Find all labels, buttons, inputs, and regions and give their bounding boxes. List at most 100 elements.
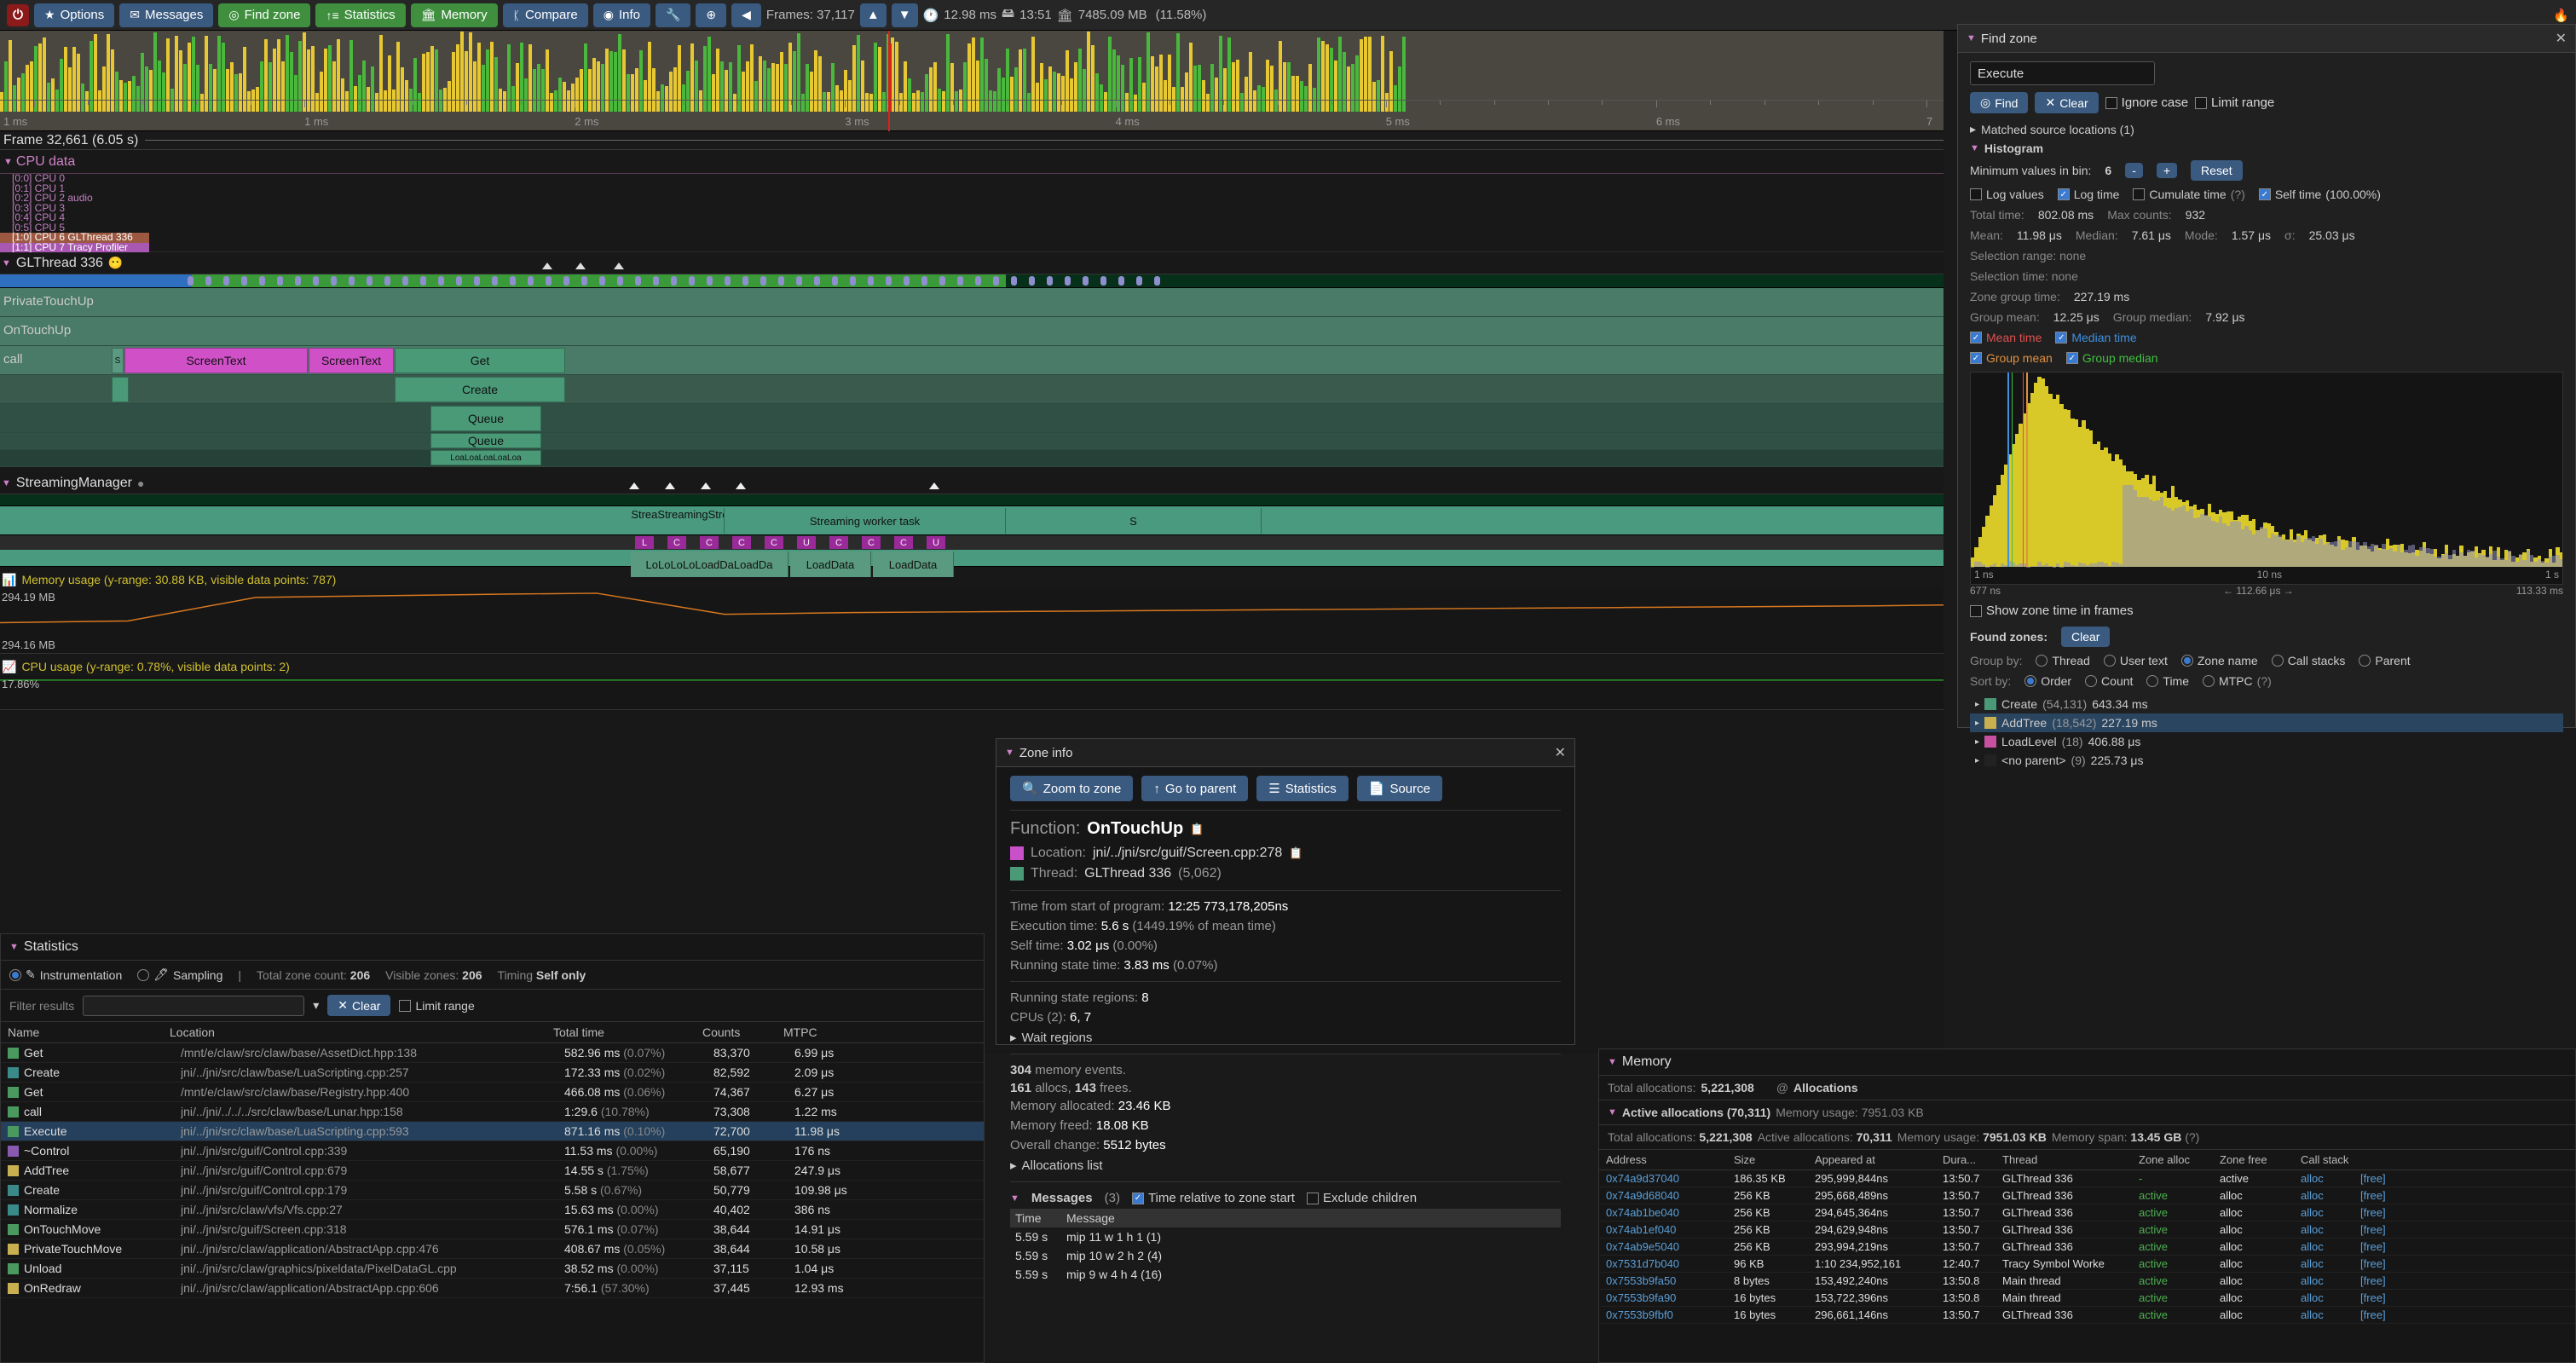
wait-stall-marker[interactable] [402, 276, 408, 286]
collapse-icon-stats[interactable]: ▼ [9, 942, 19, 952]
self-time-checkbox[interactable] [2259, 188, 2271, 200]
streaming-micro-block[interactable]: C [829, 536, 848, 549]
queue-row-2[interactable]: Queue [0, 433, 1944, 450]
filter-funnel-icon[interactable]: ▾ [313, 998, 319, 1013]
statistics-table-row[interactable]: AddTree jni/../jni/src/guif/Control.cpp:6… [1, 1161, 984, 1181]
streamingmanager-loaddata-row[interactable]: LoLoLoLoLoadDaLoadDa LoadData LoadData [0, 550, 1944, 567]
frame-timeline-ruler[interactable]: 1 ms 1 ms2 ms3 ms4 ms5 ms6 ms7 ms [0, 31, 1944, 131]
wait-stall-marker[interactable] [510, 276, 516, 286]
statistics-table-row[interactable]: OnTouchMove jni/../jni/src/guif/Screen.cp… [1, 1220, 984, 1239]
wait-stall-marker[interactable] [653, 276, 659, 286]
ontouchup-row[interactable]: OnTouchUp [0, 317, 1944, 346]
zone-block-queue2[interactable]: Queue [430, 433, 541, 448]
wait-stall-marker[interactable] [241, 276, 247, 286]
wait-stall-marker[interactable] [993, 276, 999, 286]
streaming-micro-block[interactable]: C [862, 536, 881, 549]
zone-block-screentext2[interactable]: ScreenText [309, 348, 394, 373]
exclude-children-checkbox[interactable] [1307, 1193, 1319, 1204]
streamingmanager-mini-row[interactable]: LCCCCUCCCU [0, 535, 1944, 550]
play-button[interactable]: ◀ [731, 3, 761, 27]
group-median-checkbox[interactable] [2066, 352, 2078, 364]
clear-filter-button[interactable]: ✕ Clear [327, 995, 390, 1016]
statistics-table-row[interactable]: Create jni/../jni/src/guif/Control.cpp:17… [1, 1181, 984, 1200]
wait-stall-marker[interactable] [886, 276, 892, 286]
chevron-down-icon-hist[interactable]: ▼ [1970, 143, 1979, 153]
wait-stall-marker[interactable] [581, 276, 587, 286]
message-row[interactable]: 5.59 s mip 11 w 1 h 1 (1) [1010, 1227, 1561, 1246]
add-button[interactable]: ⊕ [696, 3, 726, 27]
wait-stall-marker[interactable] [205, 276, 211, 286]
zone-info-header[interactable]: ▼ Zone info ✕ [996, 739, 1574, 767]
find-zone-panel[interactable]: ▼Find zone ✕ ◎Find ✕Clear Ignore case Li… [1957, 24, 2576, 728]
statistics-table-row[interactable]: OnRedraw jni/../jni/src/claw/application/… [1, 1279, 984, 1298]
find-zone-header[interactable]: ▼ Find zone ✕ [1958, 25, 2575, 53]
collapse-icon-messages[interactable]: ▼ [1010, 1193, 1019, 1204]
wait-stall-marker[interactable] [599, 276, 605, 286]
wait-stall-marker[interactable] [671, 276, 677, 286]
streaming-micro-block[interactable]: C [700, 536, 719, 549]
memory-allocation-row[interactable]: 0x74a9d68040 256 KB 295,668,489ns 13:50.7 GL… [1599, 1187, 2575, 1204]
find-button[interactable]: ◎ Find [1970, 92, 2028, 113]
zoom-to-zone-button[interactable]: 🔍 Zoom to zone [1010, 776, 1133, 801]
wait-stall-marker[interactable] [975, 276, 981, 286]
statistics-table-row[interactable]: PrivateTouchMove jni/../jni/src/claw/appl… [1, 1239, 984, 1259]
group-zonename-radio[interactable] [2181, 655, 2193, 667]
memory-allocation-row[interactable]: 0x74ab1ef040 256 KB 294,629,948ns 13:50.7 GL… [1599, 1222, 2575, 1239]
frame-down-button[interactable]: ▼ [892, 3, 918, 27]
memory-allocation-row[interactable]: 0x7553b9fbf0 16 bytes 296,661,146ns 13:50.7… [1599, 1307, 2575, 1324]
glthread-activity-strip[interactable] [0, 274, 1944, 288]
frame-up-button[interactable]: ▲ [860, 3, 887, 27]
mean-time-checkbox[interactable] [1970, 332, 1982, 344]
sort-time-radio[interactable] [2146, 675, 2158, 687]
group-parent-radio[interactable] [2359, 655, 2371, 667]
group-usertext-radio[interactable] [2104, 655, 2116, 667]
cpu-row-label[interactable]: [0:4] CPU 4 [0, 213, 149, 223]
sort-order-radio[interactable] [2024, 675, 2036, 687]
memory-usage-chart-header[interactable]: 📊 Memory usage (y-range: 30.88 KB, visib… [0, 570, 1944, 589]
collapse-icon[interactable]: ▼ [3, 157, 13, 167]
statistics-filter-row[interactable]: Filter results ▾ ✕ Clear Limit range [1, 990, 984, 1022]
cpu-row-label[interactable]: [1:1] CPU 7 Tracy Profiler [0, 243, 149, 253]
cpu-row-label[interactable]: [1:0] CPU 6 GLThread 336 [0, 233, 149, 243]
wait-stall-marker[interactable] [367, 276, 373, 286]
wait-stall-marker[interactable] [778, 276, 784, 286]
wait-stall-marker[interactable] [349, 276, 355, 286]
statistics-table-row[interactable]: call jni/../jni/../../../src/claw/base/Lu… [1, 1102, 984, 1122]
found-zone-entry[interactable]: ▸ Create (54,131) 643.34 ms [1970, 695, 2563, 713]
found-zone-entry[interactable]: ▸ LoadLevel (18) 406.88 μs [1970, 732, 2563, 751]
group-mean-checkbox[interactable] [1970, 352, 1982, 364]
memory-allocation-row[interactable]: 0x7531d7b040 96 KB 1:10 234,952,161 12:40.7… [1599, 1256, 2575, 1273]
memory-active-allocations-row[interactable]: ▼ Active allocations (70,311) Memory usa… [1599, 1100, 2575, 1125]
wait-stall-marker[interactable] [1154, 276, 1160, 286]
median-time-checkbox[interactable] [2055, 332, 2067, 344]
hist-reset-button[interactable]: Reset [2191, 160, 2243, 181]
streaming-micro-block[interactable]: C [894, 536, 913, 549]
statistics-table-row[interactable]: ~Control jni/../jni/src/guif/Control.cpp:… [1, 1141, 984, 1161]
sm-marker-4[interactable] [736, 482, 746, 489]
streaming-zone-block[interactable]: S [1006, 508, 1262, 534]
wait-stall-marker[interactable] [456, 276, 462, 286]
zone-block-loaloa[interactable]: LoaLoaLoaLoaLoa [430, 450, 541, 465]
streaming-micro-block[interactable]: U [927, 536, 945, 549]
statistics-button-zi[interactable]: ☰ Statistics [1256, 776, 1348, 801]
wait-stall-marker[interactable] [868, 276, 874, 286]
cpu-data-track[interactable]: [0:0] CPU 0 [0:1] CPU 1 [0:2] CPU 2 audio[… [0, 174, 1944, 252]
wait-stall-marker[interactable] [313, 276, 319, 286]
wait-stall-marker[interactable] [188, 276, 193, 286]
wait-stall-marker[interactable] [814, 276, 820, 286]
cpu-row-labels[interactable]: [0:0] CPU 0 [0:1] CPU 1 [0:2] CPU 2 audio[… [0, 174, 149, 251]
wait-stall-marker[interactable] [1011, 276, 1017, 286]
wait-stall-marker[interactable] [850, 276, 856, 286]
memory-allocation-row[interactable]: 0x74ab1be040 256 KB 294,645,364ns 13:50.7 GL… [1599, 1204, 2575, 1222]
queue-row-1[interactable]: Queue [0, 404, 1944, 433]
sampling-radio[interactable] [137, 969, 149, 981]
sm-marker-3[interactable] [701, 482, 711, 489]
statistics-table-body[interactable]: Get/mnt/e/claw/src/claw/base/AssetDict.h… [1, 1043, 984, 1298]
info-button[interactable]: ◉ Info [593, 3, 650, 27]
copy-icon-2[interactable]: 📋 [1289, 846, 1302, 860]
collapse-icon-mem[interactable]: ▼ [1608, 1057, 1617, 1067]
zone-info-panel[interactable]: ▼ Zone info ✕ 🔍 Zoom to zone ↑ Go to parent… [996, 738, 1575, 1045]
options-button[interactable]: ★ Options [34, 3, 114, 27]
wait-stall-marker[interactable] [259, 276, 265, 286]
statistics-panel-header[interactable]: ▼ Statistics [1, 934, 984, 961]
